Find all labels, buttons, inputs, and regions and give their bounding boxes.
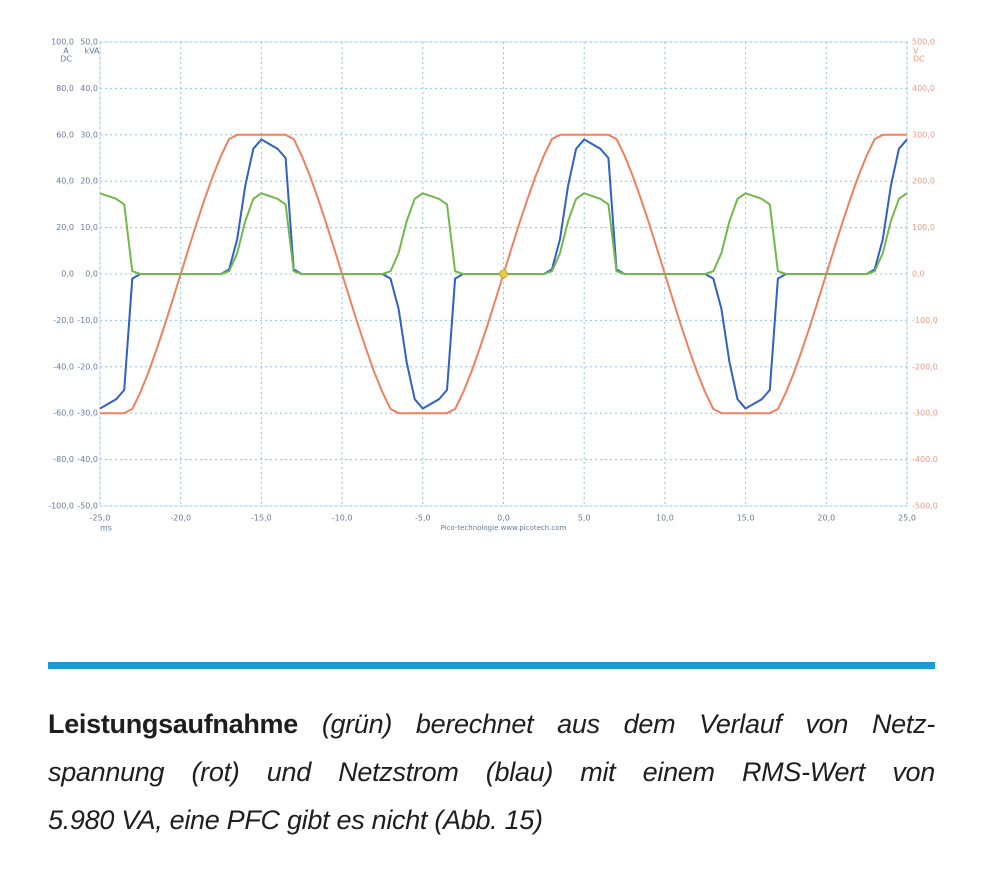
caption-line: 5.980 VA, eine PFC gibt es nicht (Abb. 1… [48, 805, 543, 835]
x-tick-label: 25,0 [898, 514, 916, 523]
caption-line: spannung (rot) und Netzstrom (blau) mit … [48, 757, 935, 787]
y-tick-label: -60,0 [53, 409, 74, 418]
y2-tick-label: 400,0 [912, 84, 935, 93]
y-tick-label: -40,0 [53, 362, 74, 371]
caption-text: (grün) berechnet aus dem Verlauf von Net… [321, 709, 935, 739]
y2-axis-label: DC [913, 55, 925, 64]
y-tick-label: 60,0 [56, 130, 74, 139]
x-tick-label: -20,0 [170, 514, 191, 523]
x-tick-label: -15,0 [251, 514, 272, 523]
y2-tick-label: 300,0 [912, 130, 935, 139]
divider [48, 662, 935, 669]
y2-tick-label: -100,0 [912, 316, 938, 325]
y3-tick-label: 50,0 [80, 38, 98, 47]
y3-axis-label: kVA [84, 47, 100, 56]
y2-tick-label: 200,0 [912, 177, 935, 186]
y-tick-label: 100,0 [51, 38, 74, 47]
y2-tick-label: -500,0 [912, 502, 938, 511]
y-axis-label: A [63, 47, 69, 56]
y2-tick-label: 100,0 [912, 223, 935, 232]
y2-tick-label: -200,0 [912, 362, 938, 371]
y-tick-label: -100,0 [48, 502, 74, 511]
watermark: Pico-technologie www.picotech.com [441, 524, 567, 532]
caption-line: Leistungsaufnahme (grün) berechnet aus d… [48, 700, 935, 748]
y3-tick-label: -20,0 [77, 362, 98, 371]
y-tick-label: 40,0 [56, 177, 74, 186]
y2-tick-label: -400,0 [912, 455, 938, 464]
y3-tick-label: -50,0 [77, 502, 98, 511]
y-axis-label: DC [60, 55, 72, 64]
y2-axis-label: V [913, 47, 919, 56]
y3-tick-label: -10,0 [77, 316, 98, 325]
x-tick-label: 20,0 [817, 514, 835, 523]
x-tick-label: -25,0 [90, 514, 111, 523]
y3-tick-label: 0,0 [85, 270, 98, 279]
x-tick-label: 0,0 [497, 514, 510, 523]
y3-tick-label: -30,0 [77, 409, 98, 418]
x-tick-label: 10,0 [656, 514, 674, 523]
x-tick-label: -5,0 [415, 514, 431, 523]
chart: -25,0 -20,0 -15,0 -10,0 -5,0 0,0 5,0 10,0 15,0 20… [48, 38, 938, 533]
y-tick-label: -20,0 [53, 316, 74, 325]
y3-tick-label: 20,0 [80, 177, 98, 186]
y-tick-label: 0,0 [61, 270, 74, 279]
y-tick-label: 80,0 [56, 84, 74, 93]
y2-tick-label: 0,0 [912, 270, 925, 279]
x-tick-label: -10,0 [332, 514, 353, 523]
y-tick-label: 20,0 [56, 223, 74, 232]
caption-bold: Leistungsaufnahme [48, 709, 298, 739]
y3-tick-label: 10,0 [80, 223, 98, 232]
y-tick-label: -80,0 [53, 455, 74, 464]
y3-tick-label: 40,0 [80, 84, 98, 93]
y3-tick-label: 30,0 [80, 130, 98, 139]
y3-tick-label: -40,0 [77, 455, 98, 464]
x-tick-label: 5,0 [578, 514, 591, 523]
x-axis-label: ms [100, 524, 112, 533]
x-tick-label: 15,0 [737, 514, 755, 523]
y2-tick-label: -300,0 [912, 409, 938, 418]
caption: Leistungsaufnahme (grün) berechnet aus d… [48, 700, 935, 844]
y2-tick-label: 500,0 [912, 38, 935, 47]
trigger-point [499, 269, 508, 279]
